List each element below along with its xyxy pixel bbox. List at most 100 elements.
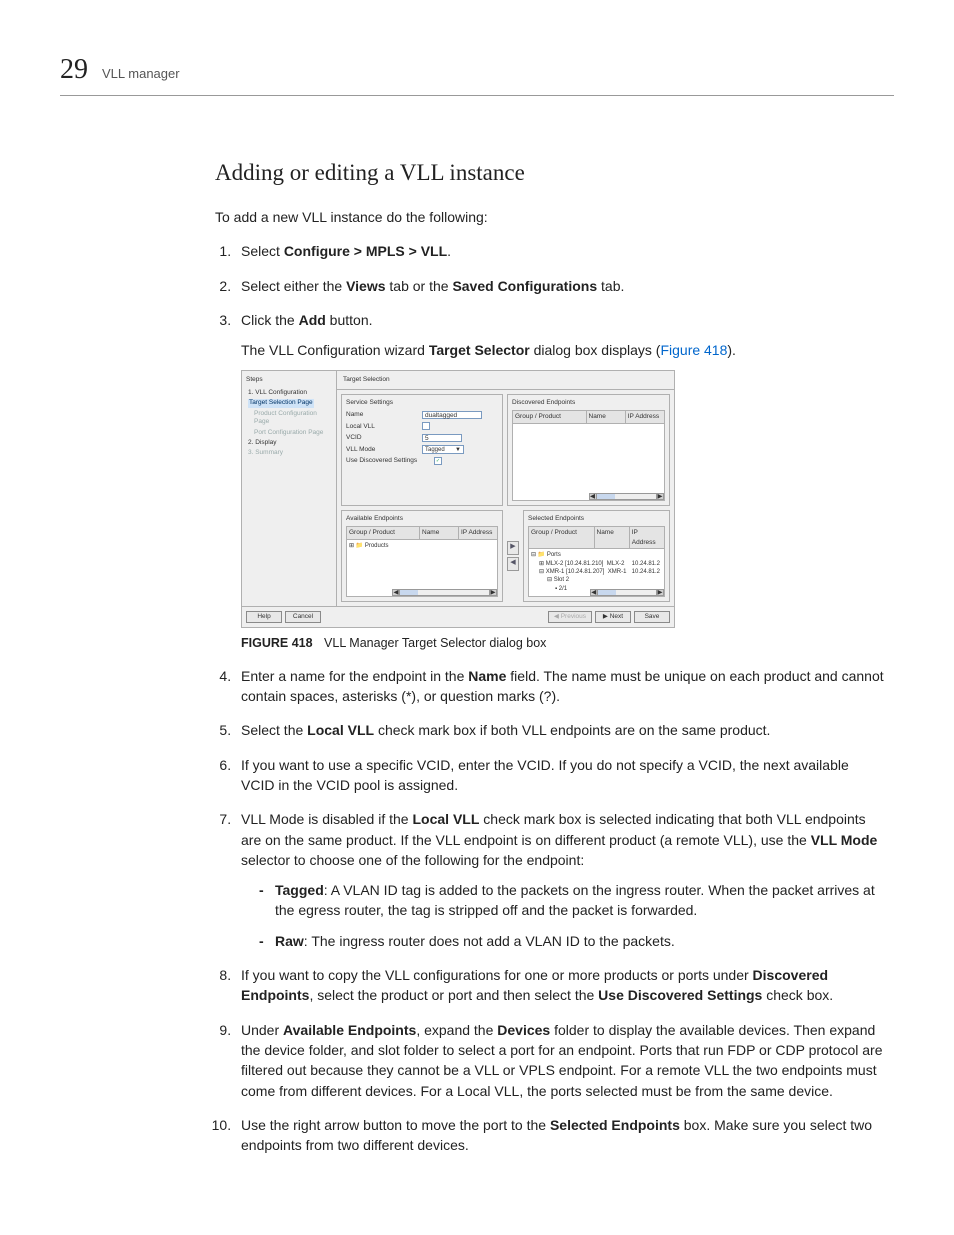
text: If you want to use a specific VCID, ente…: [241, 755, 884, 796]
col-group: Group / Product: [347, 527, 420, 538]
intro-text: To add a new VLL instance do the followi…: [215, 207, 884, 227]
wizard-step-2[interactable]: 2. Display: [248, 439, 332, 447]
step-9: Under Available Endpoints, expand the De…: [235, 1020, 884, 1101]
discovered-grid-body[interactable]: ◀ ▶: [512, 423, 665, 501]
wizard-step-1c: Port Configuration Page: [248, 429, 332, 437]
service-settings-header: Service Settings: [346, 398, 498, 407]
tab-saved: Saved Configurations: [452, 278, 597, 294]
selected-endpoints-ref: Selected Endpoints: [550, 1117, 680, 1133]
available-endpoints-panel: Available Endpoints Group / Product Name…: [341, 510, 503, 602]
figure-link[interactable]: Figure 418: [660, 342, 727, 358]
mode-tagged: Tagged: A VLAN ID tag is added to the pa…: [259, 880, 884, 921]
vll-mode-ref: VLL Mode: [811, 832, 878, 848]
text: dialog box displays (: [530, 342, 661, 358]
scroll-right-icon[interactable]: ▶: [656, 589, 664, 596]
figure-caption-text: VLL Manager Target Selector dialog box: [324, 636, 546, 650]
text: ).: [727, 342, 736, 358]
wizard-step-1a[interactable]: Target Selection Page: [248, 399, 314, 407]
selected-scrollbar[interactable]: ◀ ▶: [590, 589, 664, 596]
local-vll-ref: Local VLL: [412, 811, 479, 827]
previous-button: ◀ Previous: [548, 611, 592, 623]
help-button[interactable]: Help: [246, 611, 282, 623]
use-discovered-checkbox[interactable]: ✓: [434, 457, 442, 465]
discovered-endpoints-panel: Discovered Endpoints Group / Product Nam…: [507, 394, 670, 506]
chapter-label: VLL manager: [102, 65, 180, 84]
tree-label: Ports: [547, 552, 561, 558]
tree-label: 2/1: [559, 586, 567, 592]
steps-heading: Steps: [246, 375, 332, 384]
scroll-left-icon[interactable]: ◀: [589, 493, 597, 500]
vcid-label: VCID: [346, 433, 418, 442]
text: selector to choose one of the following …: [241, 852, 584, 868]
tree-products-node[interactable]: ⊞ 📁 Products: [349, 542, 495, 550]
scroll-left-icon[interactable]: ◀: [590, 589, 598, 596]
move-right-button[interactable]: ▶: [507, 541, 519, 555]
text: Select either the: [241, 278, 346, 294]
local-vll-ref: Local VLL: [307, 722, 374, 738]
move-left-button[interactable]: ◀: [507, 557, 519, 571]
tree-ip: 10.24.81.2: [632, 568, 662, 576]
wizard-step-3: 3. Summary: [248, 449, 332, 457]
discovered-endpoints-header: Discovered Endpoints: [512, 398, 665, 407]
vll-mode-select[interactable]: Tagged▼: [422, 445, 464, 454]
text: Enter a name for the endpoint in the: [241, 668, 468, 684]
tagged-label: Tagged: [275, 882, 324, 898]
text: Select: [241, 243, 284, 259]
vll-mode-value: Tagged: [425, 446, 445, 453]
col-name: Name: [595, 527, 630, 548]
tree-label: Slot 2: [554, 577, 569, 583]
add-button-ref: Add: [299, 312, 326, 328]
next-button[interactable]: ▶ Next: [595, 611, 631, 623]
scroll-right-icon[interactable]: ▶: [656, 493, 664, 500]
wizard-step-1b: Product Configuration Page: [248, 410, 332, 427]
available-grid-header: Group / Product Name IP Address: [346, 526, 498, 538]
save-button[interactable]: Save: [634, 611, 670, 623]
local-vll-label: Local VLL: [346, 422, 418, 431]
wizard-step-1[interactable]: 1. VLL Configuration: [248, 389, 332, 397]
name-input[interactable]: dualtagged: [422, 411, 482, 419]
vcid-input[interactable]: 5: [422, 434, 462, 442]
tree-mlx-node[interactable]: ⊞ MLX-2 [10.24.81.210] MLX-210.24.81.2: [531, 560, 662, 568]
tree-slot-node[interactable]: ⊟ Slot 2: [531, 576, 662, 584]
menu-path: Configure > MPLS > VLL: [284, 243, 447, 259]
text: , expand the: [416, 1022, 497, 1038]
available-endpoints-ref: Available Endpoints: [283, 1022, 416, 1038]
text: .: [447, 243, 451, 259]
selected-grid-body[interactable]: ⊟ 📁 Ports ⊞ MLX-2 [10.24.81.210] MLX-210…: [528, 548, 665, 597]
text: VLL Mode is disabled if the: [241, 811, 412, 827]
text: tab or the: [386, 278, 453, 294]
scroll-left-icon[interactable]: ◀: [392, 589, 400, 596]
section-title: Adding or editing a VLL instance: [215, 156, 884, 189]
figure-caption: FIGURE 418 VLL Manager Target Selector d…: [241, 634, 884, 652]
col-group: Group / Product: [513, 411, 587, 422]
col-name: Name: [420, 527, 459, 538]
tree-label: Products: [365, 543, 389, 549]
text: Under: [241, 1022, 283, 1038]
target-selection-title: Target Selection: [337, 371, 674, 389]
available-grid-body[interactable]: ⊞ 📁 Products ◀ ▶: [346, 539, 498, 597]
tree-ip: 10.24.81.2: [632, 560, 662, 568]
tree-ports-node[interactable]: ⊟ 📁 Ports: [531, 551, 662, 559]
local-vll-checkbox[interactable]: [422, 422, 430, 430]
tree-xmr-node[interactable]: ⊟ XMR-1 [10.24.81.207] XMR-110.24.81.2: [531, 568, 662, 576]
scroll-right-icon[interactable]: ▶: [489, 589, 497, 596]
discovered-grid-header: Group / Product Name IP Address: [512, 410, 665, 422]
use-discovered-label: Use Discovered Settings: [346, 456, 430, 465]
mode-options: Tagged: A VLAN ID tag is added to the pa…: [241, 880, 884, 951]
step-3: Click the Add button. The VLL Configurat…: [235, 310, 884, 652]
text: check box.: [762, 987, 833, 1003]
vll-mode-label: VLL Mode: [346, 445, 418, 454]
available-scrollbar[interactable]: ◀ ▶: [392, 589, 497, 596]
text: , select the product or port and then se…: [309, 987, 598, 1003]
selected-grid-header: Group / Product Name IP Address: [528, 526, 665, 548]
step-6: If you want to use a specific VCID, ente…: [235, 755, 884, 796]
raw-label: Raw: [275, 933, 304, 949]
service-settings-panel: Service Settings Name dualtagged Local V…: [341, 394, 503, 506]
steps-list: Select Configure > MPLS > VLL. Select ei…: [215, 241, 884, 1155]
cancel-button[interactable]: Cancel: [285, 611, 321, 623]
text: The VLL Configuration wizard: [241, 342, 429, 358]
selected-endpoints-header: Selected Endpoints: [528, 514, 665, 523]
discovered-scrollbar[interactable]: ◀ ▶: [589, 493, 665, 500]
text: If you want to copy the VLL configuratio…: [241, 967, 753, 983]
step-8: If you want to copy the VLL configuratio…: [235, 965, 884, 1006]
